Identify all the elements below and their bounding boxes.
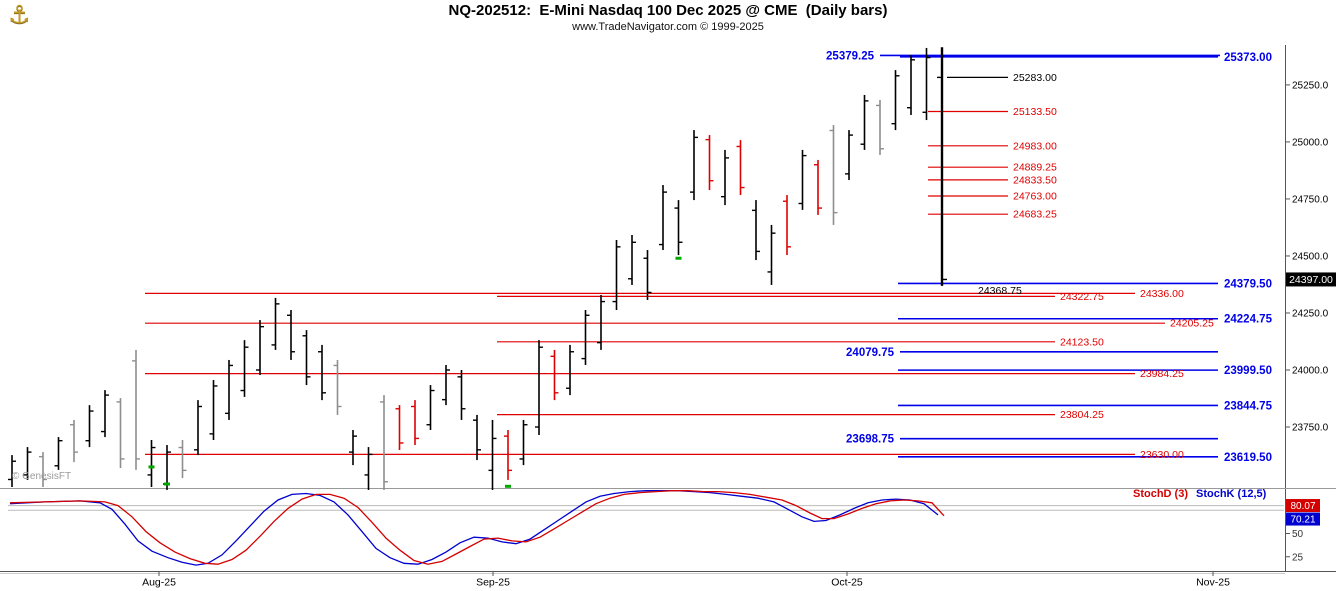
level-label-red: 23804.25 <box>1060 409 1104 421</box>
annotation-label: 24368.75 <box>978 285 1022 297</box>
last-price-badge <box>1286 272 1336 287</box>
level-label-red: 23984.25 <box>1140 368 1184 380</box>
level-label-blue: 23844.75 <box>1224 400 1273 412</box>
signal-marker <box>148 465 155 469</box>
level-label-red: 25133.50 <box>1013 106 1057 118</box>
level-label-blue: 23999.50 <box>1224 365 1272 377</box>
price-tick-label: 24750.0 <box>1292 194 1329 205</box>
level-label-red: 24336.00 <box>1140 288 1184 300</box>
level-label-red: 23630.00 <box>1140 449 1184 461</box>
stochd-legend-label: StochD (3) <box>1133 488 1188 500</box>
stochk-legend-label: StochK (12,5) <box>1196 488 1267 500</box>
level-label-blue: 23698.75 <box>846 434 895 446</box>
price-tick-label: 24500.0 <box>1292 251 1329 262</box>
date-label: Aug-25 <box>142 577 176 589</box>
level-label-red: 24833.50 <box>1013 174 1057 186</box>
price-tick-label: 25000.0 <box>1292 137 1329 148</box>
price-tick-label: 24000.0 <box>1292 366 1329 377</box>
signal-marker <box>505 484 511 488</box>
signal-marker <box>675 256 682 260</box>
level-label-blue: 24379.50 <box>1224 278 1272 290</box>
annotation-label: 25283.00 <box>1013 72 1057 84</box>
stochk-value: 70.21 <box>1290 515 1315 526</box>
stochd-value-badge <box>1286 499 1320 513</box>
level-label-red: 24763.00 <box>1013 190 1057 202</box>
stoch-scale-label: 50 <box>1292 529 1304 540</box>
level-label-red: 24889.25 <box>1013 162 1057 174</box>
stochk-value-badge <box>1286 512 1320 526</box>
level-label-red: 24322.75 <box>1060 291 1104 303</box>
price-tick-label: 25250.0 <box>1292 80 1329 91</box>
level-label-blue: 24224.75 <box>1224 314 1273 326</box>
genesis-logo-icon[interactable]: ⚓ <box>8 1 31 29</box>
price-tick-label: 24250.0 <box>1292 308 1329 319</box>
level-label-red: 24205.25 <box>1170 318 1214 330</box>
stochd-value: 80.07 <box>1290 501 1315 512</box>
level-label-red: 24983.00 <box>1013 140 1057 152</box>
level-label-red: 24123.50 <box>1060 336 1104 348</box>
signal-marker <box>164 482 170 486</box>
level-label-red: 24683.25 <box>1013 209 1057 221</box>
date-label: Nov-25 <box>1196 577 1230 589</box>
stochk-line <box>9 490 939 566</box>
last-price-value: 24397.00 <box>1289 274 1333 286</box>
stoch-scale-label: 25 <box>1292 552 1304 563</box>
level-label-blue: 25379.25 <box>826 50 875 62</box>
date-label: Sep-25 <box>476 577 510 589</box>
price-tick-label: 23750.0 <box>1292 423 1329 434</box>
level-label-blue: 25373.00 <box>1224 52 1272 64</box>
level-label-blue: 24079.75 <box>846 347 895 359</box>
stochd-line <box>9 490 945 565</box>
level-label-blue: 23619.50 <box>1224 452 1272 464</box>
date-label: Oct-25 <box>831 577 863 589</box>
